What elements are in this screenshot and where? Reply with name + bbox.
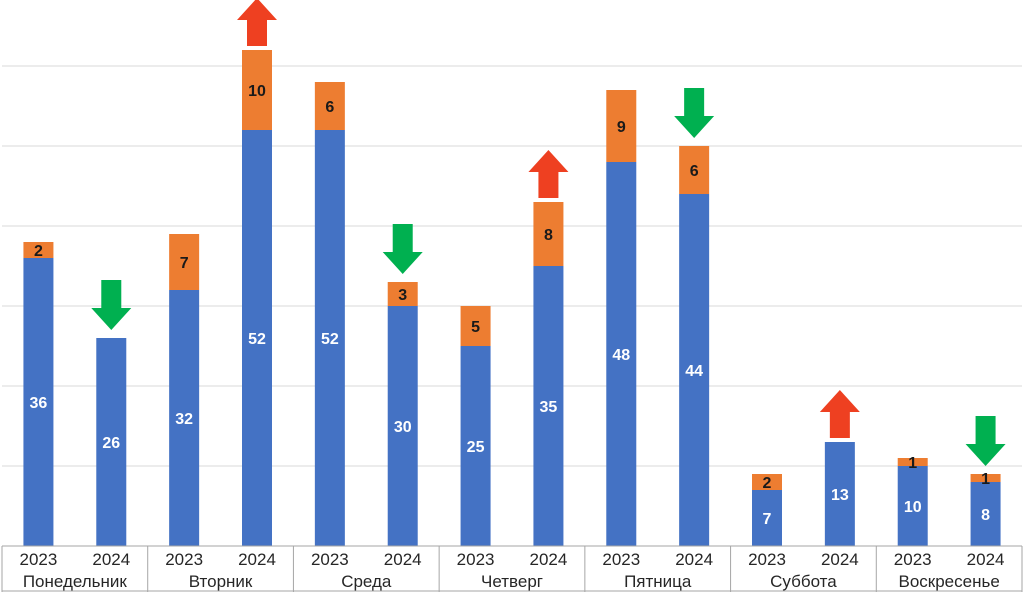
data-label: 52 [248, 331, 266, 348]
year-tick-label: 2024 [530, 550, 568, 569]
bar-segment-increment [23, 242, 54, 258]
year-tick-label: 2023 [20, 550, 58, 569]
data-label: 48 [612, 347, 630, 364]
arrow-down-icon [674, 88, 715, 138]
data-label: 1 [908, 455, 917, 472]
data-label: 35 [540, 399, 558, 416]
data-label: 8 [544, 227, 553, 244]
year-tick-label: 2024 [821, 550, 859, 569]
data-label: 1 [981, 471, 990, 488]
day-category-label: Четверг [481, 572, 543, 591]
year-tick-label: 2023 [748, 550, 786, 569]
bar-segment-base [533, 266, 564, 546]
bar-segment-base [242, 130, 272, 546]
data-label: 26 [102, 435, 120, 452]
bar-segment-base [314, 130, 345, 546]
data-label: 5 [471, 319, 480, 336]
data-label: 10 [904, 499, 922, 516]
gridlines [2, 65, 1022, 467]
arrow-down-icon [91, 280, 132, 330]
year-tick-label: 2023 [311, 550, 349, 569]
data-label: 7 [763, 511, 772, 528]
day-category-label: Суббота [770, 572, 837, 591]
year-tick-label: 2023 [894, 550, 932, 569]
arrow-up-icon [237, 0, 277, 46]
bar-segment-base [387, 306, 418, 546]
bar-segment-increment [314, 82, 345, 130]
data-label: 6 [690, 163, 699, 180]
arrow-up-icon [819, 390, 860, 438]
data-label: 30 [394, 419, 412, 436]
bar-segment-base [752, 490, 782, 546]
data-label: 2 [34, 243, 43, 260]
day-category-label: Пятница [624, 572, 692, 591]
bar-segment-base [460, 346, 491, 546]
arrow-down-icon [382, 224, 423, 274]
day-category-label: Среда [341, 572, 392, 591]
year-tick-label: 2024 [675, 550, 713, 569]
year-tick-label: 2024 [384, 550, 422, 569]
year-tick-label: 2023 [457, 550, 495, 569]
data-label: 2 [763, 475, 772, 492]
data-label: 25 [467, 439, 485, 456]
bar-segment-increment [169, 234, 200, 290]
data-label: 44 [685, 363, 703, 380]
bar-segment-base [679, 194, 710, 546]
data-label: 3 [398, 287, 407, 304]
day-category-label: Понедельник [23, 572, 128, 591]
data-label: 32 [175, 411, 193, 428]
year-tick-label: 2023 [602, 550, 640, 569]
data-label: 6 [325, 99, 334, 116]
day-category-label: Воскресенье [898, 572, 999, 591]
bar-segment-base [606, 162, 637, 546]
day-category-label: Вторник [189, 572, 253, 591]
bar-segment-increment [752, 474, 782, 490]
year-tick-label: 2023 [165, 550, 203, 569]
bar-segment-base [824, 442, 855, 546]
bar-segment-increment [533, 202, 564, 266]
bar-segment-base [23, 258, 54, 546]
data-label: 8 [981, 507, 990, 524]
bar-segment-base [970, 482, 1001, 546]
bar-segment-base [897, 466, 928, 546]
year-tick-label: 2024 [967, 550, 1005, 569]
data-label: 9 [617, 119, 626, 136]
bar-segment-increment [460, 306, 491, 346]
year-tick-label: 2024 [92, 550, 130, 569]
data-label: 7 [180, 255, 189, 272]
data-label: 10 [248, 83, 266, 100]
bar-segment-increment [242, 50, 272, 130]
bar-segment-increment [970, 474, 1001, 482]
data-label: 13 [831, 487, 849, 504]
bar-segment-increment [606, 90, 637, 162]
x-axis: 2023 2024 2023 2024 2023 2024 2023 2024 2023 2024… [1, 545, 1023, 592]
bars: 36 2 26 32 7 52 10 52 6 30 3 25 5 35 8 48 9 44 6 7 2 13 10 1 8 1 [23, 50, 1001, 546]
bar-segment-increment [679, 146, 710, 194]
arrow-down-icon [965, 416, 1006, 466]
data-label: 52 [321, 331, 339, 348]
bar-segment-base [169, 290, 200, 546]
data-label: 36 [30, 395, 48, 412]
arrow-up-icon [528, 150, 569, 198]
trend-arrows [91, 0, 1006, 466]
bar-segment-increment [897, 458, 928, 466]
bar-segment-base [96, 338, 127, 546]
bar-segment-increment [387, 282, 418, 306]
year-tick-label: 2024 [238, 550, 276, 569]
